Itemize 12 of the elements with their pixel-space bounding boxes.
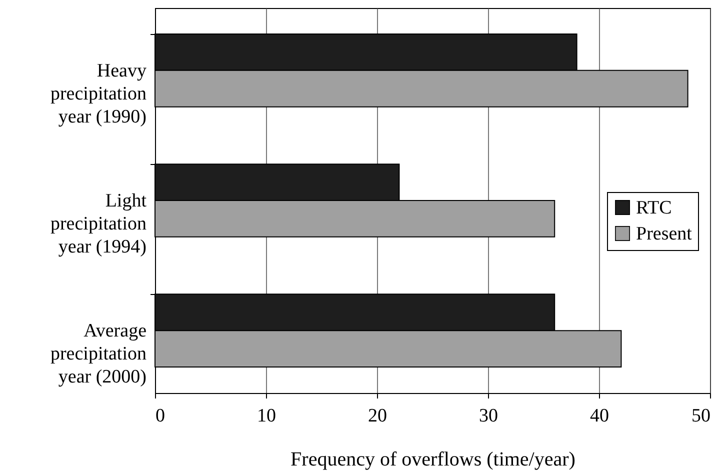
x-tick-label: 10 xyxy=(257,406,276,426)
x-tick-label: 40 xyxy=(590,406,609,426)
legend-label: Present xyxy=(636,224,693,244)
x-axis-title: Frequency of overflows (time/year) xyxy=(290,448,576,470)
x-tick-label: 30 xyxy=(479,406,498,426)
x-tick-label: 50 xyxy=(692,406,710,426)
y-tick-label: Heavy precipitation year (1990) xyxy=(50,60,147,128)
y-tick-label: Light precipitation year (1994) xyxy=(50,190,148,258)
x-tick-label: 20 xyxy=(368,406,387,426)
legend-label: RTC xyxy=(636,198,672,218)
y-tick-label: Average precipitation year (2000) xyxy=(50,320,147,388)
x-tick-label: 0 xyxy=(156,406,165,426)
